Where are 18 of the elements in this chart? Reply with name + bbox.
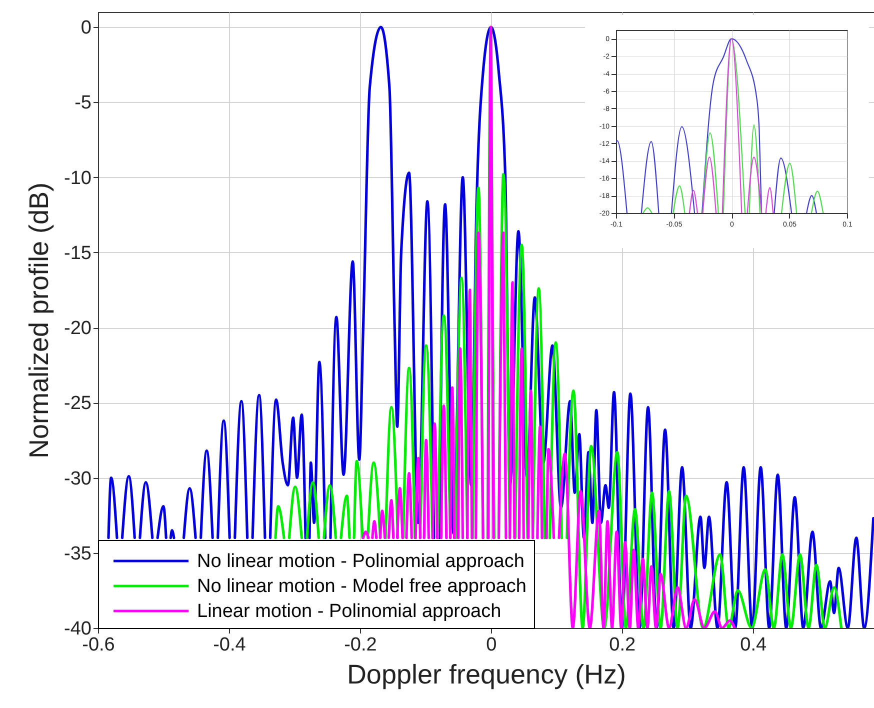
- legend-label: Linear motion - Polinomial approach: [197, 601, 502, 622]
- x-tick-label: 0: [486, 634, 497, 656]
- y-tick-label: -35: [64, 543, 92, 564]
- legend-label: No linear motion - Polinomial approach: [197, 551, 524, 572]
- y-tick-label: -5: [74, 92, 92, 114]
- y-tick-label: 0: [80, 18, 92, 39]
- x-axis-title: Doppler frequency (Hz): [346, 660, 626, 690]
- y-tick-label: -15: [64, 242, 92, 264]
- y-axis-title: Normalized profile (dB): [24, 182, 54, 459]
- legend-label: No linear motion - Model free approach: [197, 576, 527, 597]
- y-tick-label: -30: [64, 468, 92, 490]
- x-tick-label: 0.2: [609, 634, 636, 656]
- x-tick-label: -0.2: [344, 634, 377, 656]
- x-tick-label: -0.4: [213, 634, 246, 656]
- y-tick-label: -20: [64, 318, 92, 340]
- y-tick-label: -25: [64, 393, 92, 414]
- y-tick-label: -10: [64, 168, 92, 189]
- x-tick-label: 0.4: [740, 634, 767, 656]
